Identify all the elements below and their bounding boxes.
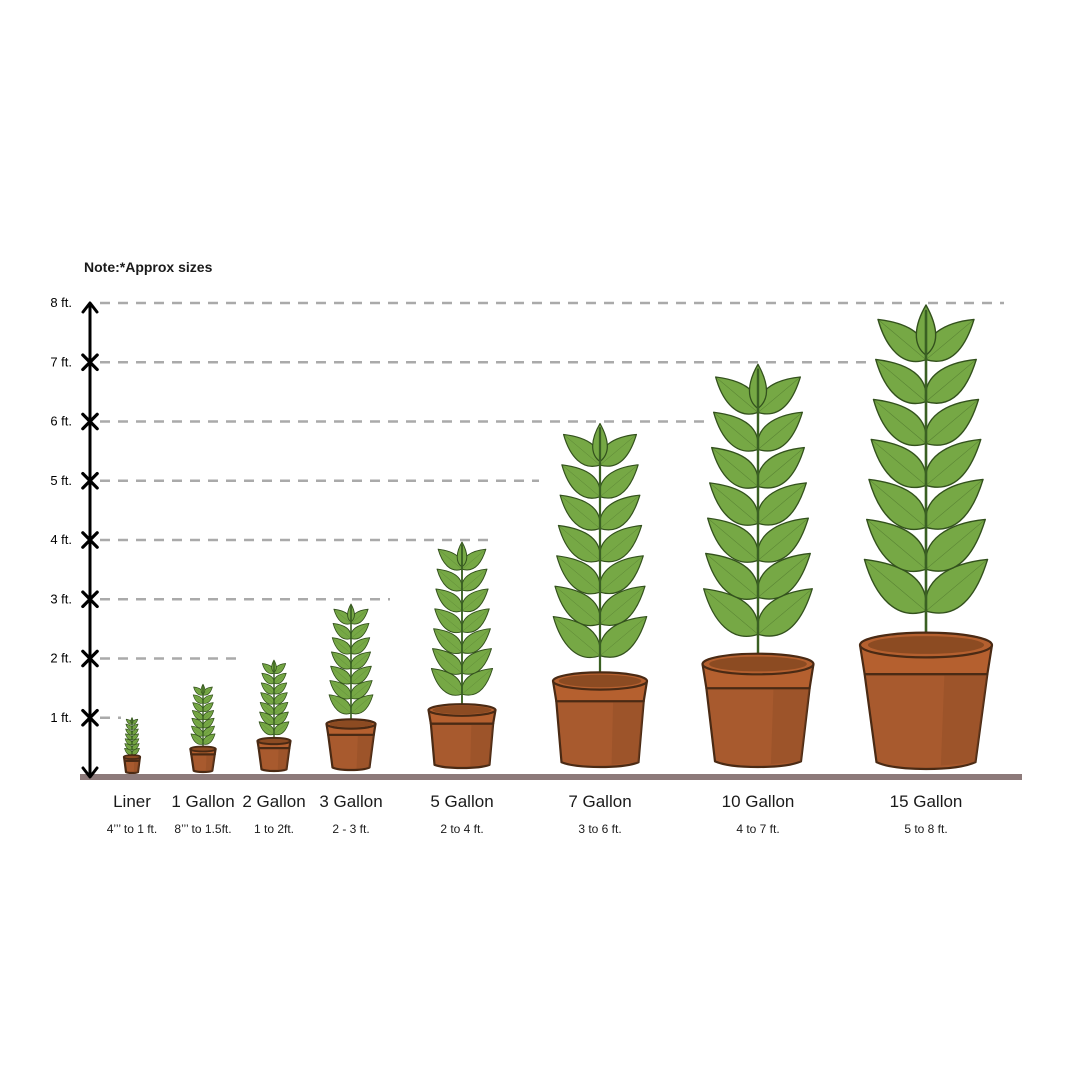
svg-text:7 ft.: 7 ft. <box>50 354 72 369</box>
svg-text:6 ft.: 6 ft. <box>50 414 72 429</box>
svg-text:2 ft.: 2 ft. <box>50 651 72 666</box>
svg-text:1 ft.: 1 ft. <box>50 710 72 725</box>
svg-text:4 ft.: 4 ft. <box>50 532 72 547</box>
svg-text:8 ft.: 8 ft. <box>50 295 72 310</box>
svg-text:5 ft.: 5 ft. <box>50 473 72 488</box>
svg-text:3 ft.: 3 ft. <box>50 591 72 606</box>
